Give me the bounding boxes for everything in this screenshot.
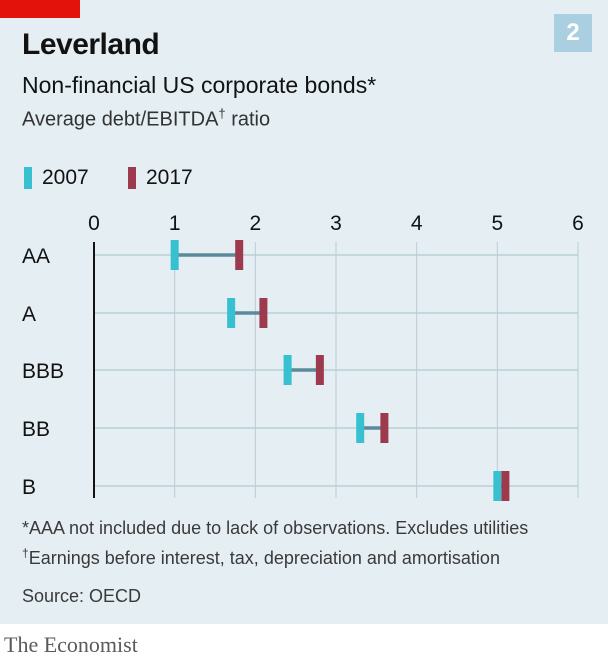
category-label: A bbox=[22, 303, 36, 326]
marker-2007 bbox=[493, 471, 502, 501]
measure-suffix: ratio bbox=[225, 108, 271, 131]
x-tick-label: 3 bbox=[330, 212, 342, 235]
marker-2017 bbox=[501, 471, 510, 501]
marker-2017 bbox=[380, 413, 389, 443]
marker-2007 bbox=[227, 298, 236, 328]
marker-2007 bbox=[170, 240, 179, 270]
marker-2007 bbox=[356, 413, 365, 443]
marker-2017 bbox=[235, 240, 244, 270]
footnote-mark: † bbox=[22, 546, 29, 560]
chart-number-badge: 2 bbox=[554, 14, 592, 52]
measure-footnote-mark: † bbox=[218, 106, 226, 121]
publisher-footer: The Economist bbox=[4, 632, 138, 657]
footnote-ebitda-text: Earnings before interest, tax, depreciat… bbox=[28, 548, 500, 568]
category-label: B bbox=[22, 476, 36, 499]
x-tick-label: 2 bbox=[249, 212, 261, 235]
x-tick-label: 0 bbox=[88, 212, 100, 235]
x-tick-label: 5 bbox=[491, 212, 503, 235]
chart-subtitle: Non-financial US corporate bonds* bbox=[22, 72, 377, 98]
legend-swatch-2017 bbox=[128, 167, 136, 189]
brand-red-bar bbox=[0, 0, 80, 18]
chart-panel: 2 Leverland Non-financial US corporate b… bbox=[0, 0, 608, 624]
category-label: BB bbox=[22, 418, 50, 441]
legend-label-2007: 2007 bbox=[42, 166, 89, 189]
source-note: Source: OECD bbox=[22, 586, 142, 606]
category-label: BBB bbox=[22, 360, 64, 383]
chart-title: Leverland bbox=[22, 28, 160, 61]
legend-swatch-2007 bbox=[24, 167, 32, 189]
category-label: AA bbox=[22, 245, 50, 268]
footnote-ebitda: †Earnings before interest, tax, deprecia… bbox=[22, 546, 500, 569]
legend-item-2017: 2017 bbox=[128, 164, 193, 192]
x-tick-label: 6 bbox=[572, 212, 584, 235]
footnote-aaa: *AAA not included due to lack of observa… bbox=[22, 518, 529, 538]
marker-2017 bbox=[315, 355, 324, 385]
legend-item-2007: 2007 bbox=[24, 164, 89, 192]
chart-measure: Average debt/EBITDA† ratio bbox=[22, 106, 270, 132]
marker-2007 bbox=[283, 355, 292, 385]
measure-label: Average debt/EBITDA bbox=[22, 108, 219, 131]
marker-2017 bbox=[259, 298, 268, 328]
legend-label-2017: 2017 bbox=[146, 166, 193, 189]
x-tick-label: 4 bbox=[411, 212, 423, 235]
x-tick-label: 1 bbox=[169, 212, 181, 235]
